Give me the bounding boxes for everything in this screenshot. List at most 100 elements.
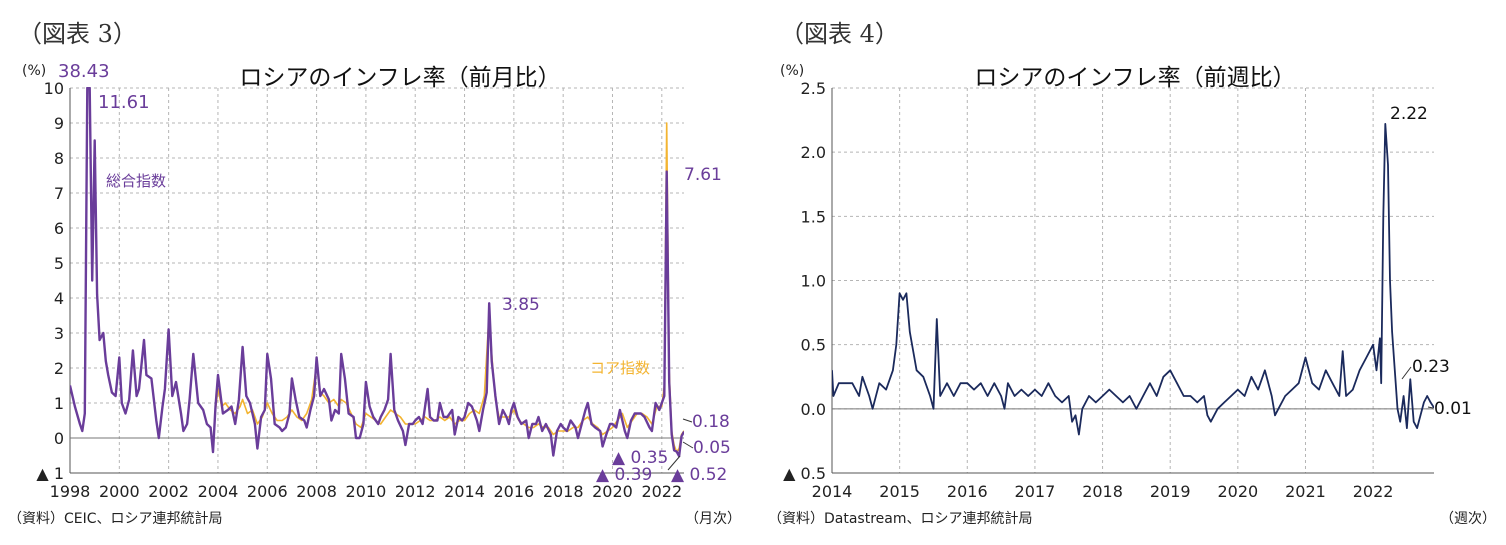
chart-4-data-point xyxy=(909,331,911,333)
chart-4-data-point xyxy=(1081,408,1083,410)
chart-3-data-point xyxy=(537,423,540,425)
chart-3-data-point xyxy=(295,398,297,401)
chart-3-data-label: 0.05 xyxy=(693,438,731,458)
chart-3-data-point xyxy=(246,412,249,415)
chart-4-data-point xyxy=(1423,401,1425,403)
chart-3-data-point xyxy=(158,437,160,439)
chart-4-data-point xyxy=(939,395,941,397)
chart-3-data-point xyxy=(115,395,117,397)
chart-3-leader-line xyxy=(682,418,693,423)
chart-3-data-point xyxy=(449,416,451,418)
chart-4-data-point xyxy=(929,395,931,397)
chart-3-data-point xyxy=(463,419,466,422)
chart-4-data-point xyxy=(1379,337,1381,339)
chart-3-data-point xyxy=(281,419,283,422)
chart-3-data-point xyxy=(189,398,191,401)
chart-4-y-tick-label: 2.0 xyxy=(801,143,826,162)
chart-3-data-point xyxy=(648,426,651,429)
chart-3-data-point xyxy=(128,398,130,401)
chart-4-data-point xyxy=(1203,395,1205,397)
chart-4-data-label: 0.23 xyxy=(1412,357,1450,377)
chart-3-x-tick-label: 2004 xyxy=(198,482,239,501)
chart-3-data-point xyxy=(118,356,120,359)
chart-3-x-tick-label: 2006 xyxy=(247,482,288,501)
chart-3-data-point xyxy=(344,377,346,380)
chart-4-data-point xyxy=(1382,215,1384,217)
chart-3-data-point xyxy=(602,445,604,447)
chart-3-data-point xyxy=(365,412,367,415)
chart-3-data-point xyxy=(377,423,379,425)
chart-3-data-point xyxy=(528,437,530,439)
chart-3-y-tick-label: 5 xyxy=(54,254,64,273)
chart-4-data-point xyxy=(1311,382,1313,384)
chart-4-x-tick-label: 2015 xyxy=(879,482,920,501)
chart-3-data-point xyxy=(234,423,236,425)
chart-3-data-point xyxy=(574,426,577,429)
chart-4-data-label: 2.22 xyxy=(1390,104,1428,124)
chart-3-data-point xyxy=(427,388,429,390)
chart-3-data-point xyxy=(94,139,96,142)
chart-4-data-point xyxy=(1007,382,1009,384)
chart-3-data-point xyxy=(229,409,231,411)
chart-3-data-point xyxy=(404,423,406,425)
chart-3-leader-line xyxy=(682,441,694,449)
chart-3-data-point xyxy=(414,419,416,422)
chart-3-data-point xyxy=(533,426,535,429)
chart-4-data-point xyxy=(1176,382,1178,384)
chart-3-data-point xyxy=(502,409,504,411)
chart-3-data-point xyxy=(168,328,170,331)
chart-3-data-point xyxy=(249,402,251,404)
chart-3-data-point xyxy=(663,395,665,397)
chart-4-data-point xyxy=(885,389,887,391)
chart-3-data-point xyxy=(668,381,670,383)
chart-3-y-tick-label: 0 xyxy=(54,429,64,448)
chart-4-data-point xyxy=(1396,408,1399,410)
chart-4-data-point xyxy=(1014,395,1016,397)
chart-4-data-point xyxy=(922,376,924,378)
chart-3-leader-line xyxy=(667,455,681,471)
chart-3-data-point xyxy=(328,398,330,401)
chart-3-data-point xyxy=(626,437,628,439)
chart-3-x-tick-label: 2008 xyxy=(296,482,337,501)
chart-4-data-point xyxy=(1020,389,1022,391)
chart-4-data-point xyxy=(1375,369,1378,371)
chart-4-data-point xyxy=(1129,395,1131,397)
chart-4-data-point xyxy=(1162,376,1164,378)
chart-4-data-point xyxy=(1223,401,1225,403)
chart-3-data-point xyxy=(619,409,621,411)
chart-4-x-tick-label: 2017 xyxy=(1015,482,1056,501)
chart-3-data-point xyxy=(513,402,515,404)
chart-3-data-point xyxy=(390,353,392,355)
chart-3-data-point xyxy=(541,430,543,432)
chart-4-data-point xyxy=(959,382,962,384)
chart-3-data-point xyxy=(96,293,98,296)
chart-4-data-point xyxy=(1250,376,1252,378)
chart-3-data-point xyxy=(634,412,636,415)
chart-3-data-point xyxy=(245,395,247,397)
chart-3-y-tick-label: 6 xyxy=(54,219,64,238)
chart-3-data-point xyxy=(369,405,371,408)
chart-4-data-point xyxy=(1331,382,1334,384)
chart-3-data-point xyxy=(91,279,93,282)
chart-3-data-point xyxy=(467,402,469,404)
chart-4-data-point xyxy=(1206,414,1208,416)
chart-3-data-point xyxy=(279,426,281,429)
chart-3-data-point xyxy=(666,122,668,124)
chart-3-data-point xyxy=(161,405,164,408)
chart-3-data-point xyxy=(256,423,258,425)
chart-3-data-point xyxy=(615,426,617,429)
chart-3-data-point xyxy=(380,416,382,418)
chart-4-data-point xyxy=(1027,395,1029,397)
chart-3-data-point xyxy=(323,395,325,397)
chart-4-data-point xyxy=(1071,421,1073,423)
chart-3-data-point xyxy=(79,423,81,425)
chart-3-data-point xyxy=(552,433,554,436)
chart-3-data-point xyxy=(296,416,298,418)
chart-3-data-point xyxy=(626,426,628,429)
chart-3-x-tick-label: 2014 xyxy=(444,482,485,501)
chart-4-data-point xyxy=(932,408,935,410)
chart-3-data-point xyxy=(671,433,673,436)
chart-3-data-point xyxy=(138,388,140,390)
chart-4-data-point xyxy=(1271,395,1273,397)
